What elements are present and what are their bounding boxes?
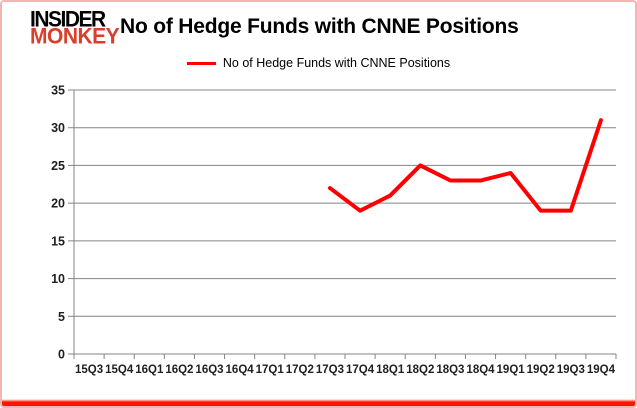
logo-text-insider: INSIDER [30,7,106,32]
data-line-series [327,118,603,213]
x-axis-label: 16Q4 [226,364,255,376]
x-axis-label: 17Q2 [286,364,314,376]
x-axis-label: 17Q3 [316,364,344,376]
y-axis-label: 35 [51,84,65,98]
y-axis-label: 5 [58,310,65,324]
x-axis-label: 18Q1 [376,364,405,376]
y-axis-label: 15 [51,234,65,248]
logo-text-monkey: MONKEY [30,24,120,49]
x-axis-label: 17Q1 [256,364,285,376]
x-axis-label: 19Q1 [497,364,526,376]
y-axis-label: 30 [51,121,65,135]
legend-label: No of Hedge Funds with CNNE Positions [222,56,451,70]
y-axis-label: 10 [51,272,65,286]
x-axis-label: 19Q4 [587,364,616,376]
x-axis-label: 19Q2 [527,364,555,376]
insider-monkey-logo: INSIDER MONKEY [30,7,125,49]
legend-line-swatch [186,61,216,65]
x-axis-label: 17Q4 [346,364,375,376]
legend: No of Hedge Funds with CNNE Positions [2,56,635,70]
x-axis-label: 15Q4 [105,364,134,376]
y-axis-label: 0 [58,348,65,362]
y-axis-label: 20 [51,197,65,211]
y-axis-label: 25 [51,159,65,173]
x-axis-label: 16Q1 [135,364,164,376]
x-axis-label: 15Q3 [75,364,103,376]
chart-title: No of Hedge Funds with CNNE Positions [120,15,519,38]
x-axis-label: 18Q2 [406,364,434,376]
x-axis-label: 18Q4 [466,364,495,376]
x-axis-label: 18Q3 [436,364,464,376]
x-axis-label: 19Q3 [557,364,585,376]
x-axis-label: 16Q3 [195,364,223,376]
x-axis-label: 16Q2 [165,364,193,376]
